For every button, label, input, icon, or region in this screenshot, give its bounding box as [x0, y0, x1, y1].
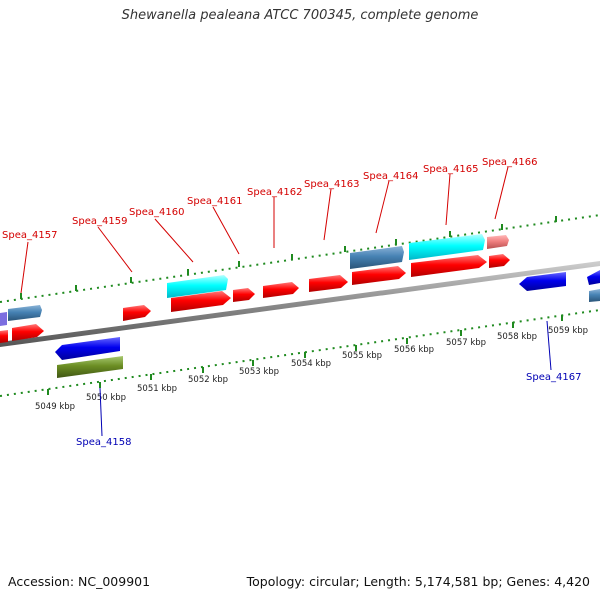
map-title: Shewanella pealeana ATCC 700345, complet…: [121, 8, 479, 23]
forward-tick-ruler: [0, 214, 600, 303]
cds-4166-pink: [487, 235, 509, 249]
cds-right-edge-steel: [589, 289, 600, 302]
forward-gene-labels: Spea_4157 Spea_4159 Spea_4160 Spea_4161 …: [2, 157, 537, 241]
cds-4162-red: [263, 282, 299, 298]
reverse-tick-ruler: [0, 309, 600, 397]
forward-lane-lower: [0, 254, 510, 343]
gene-label-spea-4163[interactable]: Spea_4163: [304, 179, 359, 190]
tick-label: 5051 kbp: [137, 384, 177, 394]
gene-label-spea-4164[interactable]: Spea_4164: [363, 171, 418, 182]
tick-label: 5058 kbp: [497, 332, 537, 342]
gene-label-spea-4158[interactable]: Spea_4158: [76, 437, 131, 448]
genome-summary-text: Topology: circular; Length: 5,174,581 bp…: [246, 574, 590, 589]
gene-label-spea-4157[interactable]: Spea_4157: [2, 230, 57, 241]
gene-label-spea-4166[interactable]: Spea_4166: [482, 157, 537, 168]
cds-4157-red: [12, 324, 44, 341]
cds-4164-steel: [350, 246, 404, 269]
tick-label: 5050 kbp: [86, 393, 126, 403]
cds-4167-blue: [519, 272, 566, 291]
cds-4158-blue: [55, 337, 120, 360]
gene-label-spea-4165[interactable]: Spea_4165: [423, 164, 478, 175]
cds-4160-red: [171, 291, 231, 312]
tick-label: 5052 kbp: [188, 375, 228, 385]
tick-label: 5053 kbp: [239, 367, 279, 377]
cds-4165-red: [411, 255, 487, 277]
tick-label: 5055 kbp: [342, 351, 382, 361]
forward-major-ticks: [20, 216, 557, 299]
cds-4158-olive: [57, 356, 123, 378]
reverse-lane: [55, 270, 600, 378]
cds-4157-steel: [8, 305, 42, 321]
tick-label: 5057 kbp: [446, 338, 486, 348]
forward-lane-upper: [0, 234, 509, 326]
reverse-gene-labels: Spea_4158 Spea_4167: [76, 372, 581, 448]
rna-4160: [167, 275, 228, 298]
gene-label-spea-4167[interactable]: Spea_4167: [526, 372, 581, 383]
reverse-major-ticks: [47, 315, 563, 395]
cds-4164-red: [352, 266, 406, 285]
cds-right-edge-blue: [587, 270, 600, 285]
gene-label-spea-4159[interactable]: Spea_4159: [72, 216, 127, 227]
cds-4161-red: [233, 288, 255, 302]
tick-label: 5056 kbp: [394, 345, 434, 355]
cds-4166-red: [489, 254, 510, 268]
tick-label: 5054 kbp: [291, 359, 331, 369]
tick-label: 5059 kbp: [548, 326, 588, 336]
rna-4165: [409, 234, 485, 260]
cds-red-edge: [0, 330, 8, 343]
cds-4163-red: [309, 275, 348, 292]
gene-label-spea-4161[interactable]: Spea_4161: [187, 196, 242, 207]
reverse-leader-lines: [99, 320, 552, 437]
cds-4159-red: [123, 305, 151, 321]
gene-label-spea-4162[interactable]: Spea_4162: [247, 187, 302, 198]
forward-leader-lines: [20, 166, 509, 294]
gene-label-spea-4160[interactable]: Spea_4160: [129, 207, 184, 218]
tick-label: 5049 kbp: [35, 402, 75, 412]
genome-backbone: [0, 261, 600, 347]
tick-labels: 5049 kbp 5050 kbp 5051 kbp 5052 kbp 5053…: [35, 326, 588, 412]
accession-text: Accession: NC_009901: [8, 574, 151, 589]
cds-left-edge-purple: [0, 312, 7, 326]
